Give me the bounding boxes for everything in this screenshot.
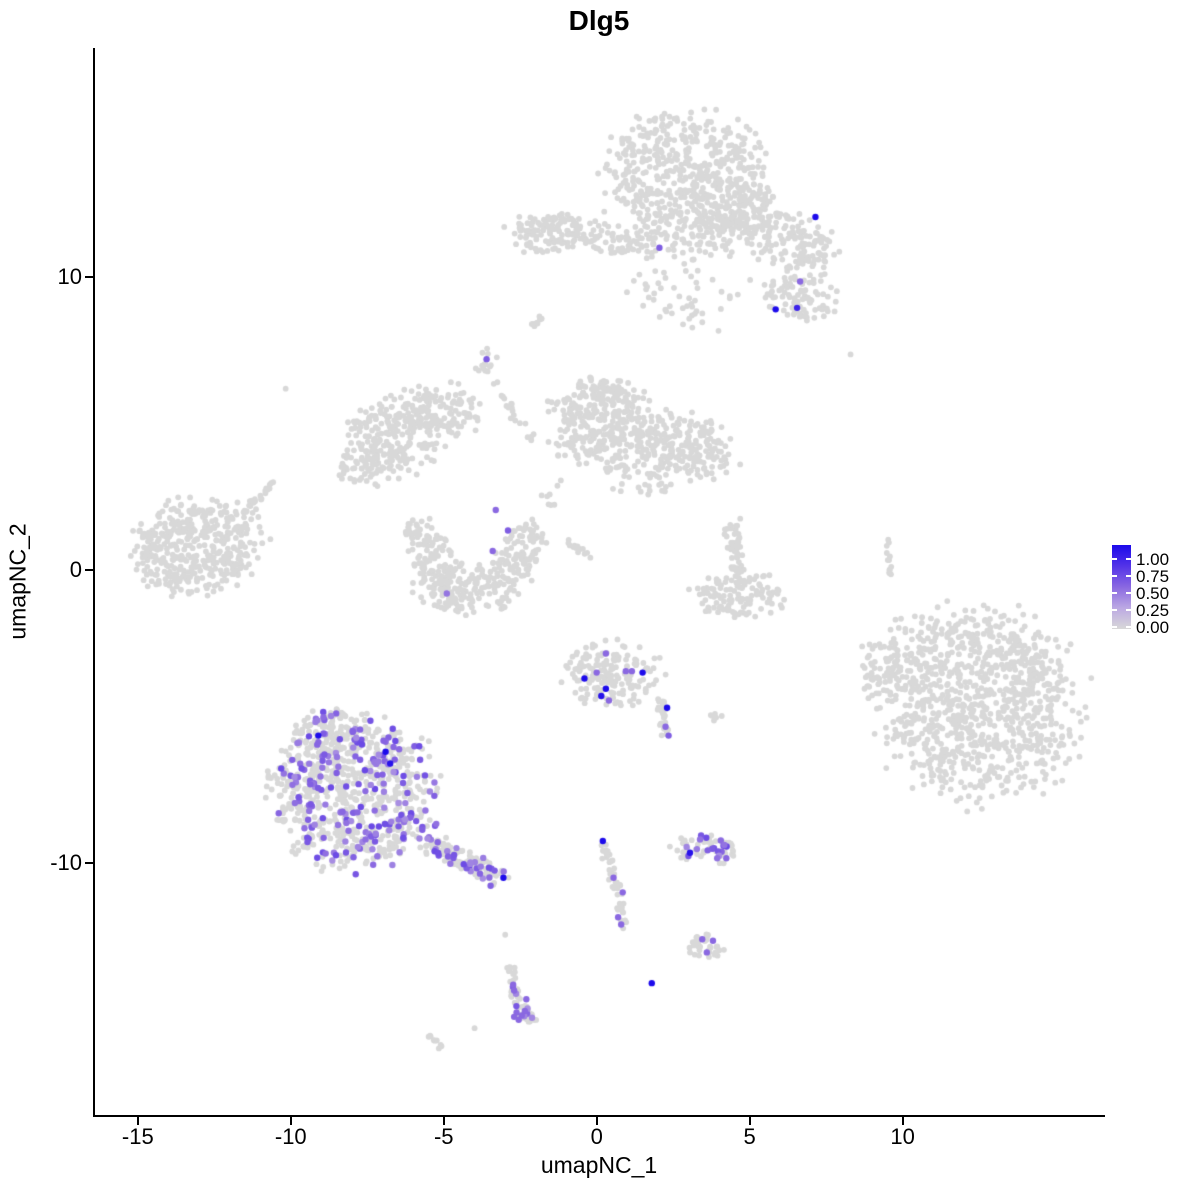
x-tick-mark [595, 1117, 598, 1125]
plot-title: Dlg5 [568, 5, 630, 36]
y-tick-mark [85, 862, 93, 865]
legend-label: 0.75 [1136, 567, 1170, 586]
legend-label: 0.50 [1136, 584, 1170, 603]
legend-gradient-bar [1112, 545, 1131, 629]
x-axis-line [93, 1115, 1105, 1117]
x-axis-label: umapNC_1 [540, 1152, 658, 1178]
legend-tick-mark [1126, 609, 1131, 611]
x-tick-mark [136, 1117, 139, 1125]
y-tick-label: -10 [50, 850, 82, 876]
x-tick-label: 0 [590, 1124, 603, 1149]
legend-tick-mark [1112, 609, 1117, 611]
x-tick-label: -5 [433, 1124, 454, 1149]
legend-tick-mark [1112, 558, 1117, 560]
x-tick-label: 10 [890, 1124, 915, 1149]
x-tick-label: 5 [743, 1124, 756, 1149]
x-tick-mark [748, 1117, 751, 1125]
y-tick-label: 10 [57, 264, 82, 290]
y-tick-mark [85, 569, 93, 572]
legend-tick-mark [1112, 575, 1117, 577]
y-tick-mark [85, 276, 93, 279]
legend-tick-mark [1126, 626, 1131, 628]
x-tick-label: -10 [274, 1124, 307, 1149]
legend-tick-mark [1126, 592, 1131, 594]
x-tick-label: -15 [121, 1124, 154, 1149]
y-axis-line [93, 48, 95, 1117]
x-tick-mark [442, 1117, 445, 1125]
legend-tick-mark [1126, 575, 1131, 577]
x-tick-mark [289, 1117, 292, 1125]
y-tick-label: 0 [69, 557, 82, 583]
legend-label: 0.00 [1136, 618, 1170, 637]
expression-colorbar-legend: 1.00 0.75 0.50 0.25 0.00 [1112, 543, 1200, 637]
legend-label: 1.00 [1136, 550, 1170, 569]
legend-tick-mark [1112, 592, 1117, 594]
legend-label: 0.25 [1136, 601, 1170, 620]
legend-tick-mark [1112, 626, 1117, 628]
legend-tick-mark [1126, 558, 1131, 560]
x-tick-mark [901, 1117, 904, 1125]
